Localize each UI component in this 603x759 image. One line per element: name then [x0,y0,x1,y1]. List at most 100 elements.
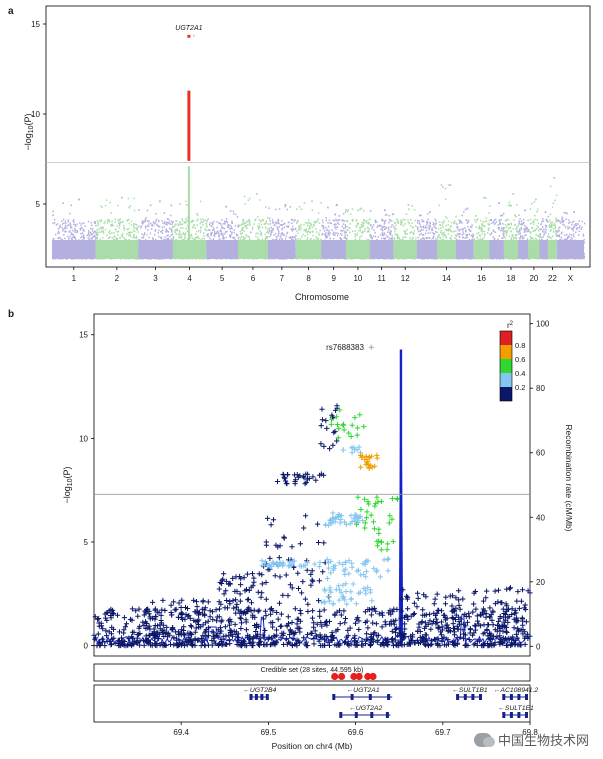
snp-point [220,230,222,233]
snp-density-band [52,240,96,259]
snp-point [461,222,463,224]
snp-point [520,227,522,229]
snp-point [183,222,186,224]
y-tick-label: 5 [36,200,41,209]
snp-point [52,222,54,225]
snp-point [449,237,451,239]
snp-point [62,218,65,221]
snp-point [482,221,484,223]
snp-point [487,228,490,230]
snp-point [185,227,187,230]
snp-point [431,228,433,231]
snp-point [97,231,99,233]
snp-point [229,228,231,230]
snp-point [555,217,558,220]
snp-point [262,219,265,221]
snp-point [316,237,319,240]
snp-point [74,231,76,233]
snp-point [298,205,301,208]
snp-point [303,223,305,226]
snp-point [261,219,263,221]
snp-point [447,228,449,231]
snp-point [533,223,535,225]
snp-point [248,222,251,225]
snp-point [268,207,270,209]
snp-point [345,209,347,211]
snp-point [494,237,496,240]
snp-point [369,210,372,212]
snp-point [281,228,283,231]
snp-point [541,218,544,220]
snp-point [195,236,198,238]
snp-point [555,232,557,234]
snp-point [151,228,153,230]
snp-point [384,226,386,228]
snp-point [278,231,280,233]
chromosome-9-points [321,204,348,260]
chromosome-8-points [295,200,323,260]
snp-point [433,226,435,228]
snp-point [297,232,299,235]
snp-point [515,234,517,236]
snp-point [111,223,113,226]
snp-point [272,229,274,232]
snp-point [334,234,336,237]
snp-point [291,236,293,238]
snp-point [319,229,321,232]
snp-point [404,232,406,234]
snp-point [69,230,71,232]
snp-point [187,238,189,240]
snp-point [495,221,498,223]
snp-point [231,220,233,223]
snp-point [335,223,337,225]
snp-point [96,237,99,239]
snp-point [186,224,189,227]
snp-point [180,227,182,229]
snp-point [502,228,504,230]
snp-point [207,233,209,235]
snp-point [384,214,387,216]
snp-point [234,238,236,241]
snp-point [370,236,372,239]
snp-point [309,222,311,224]
snp-point [479,227,481,230]
snp-point [181,223,183,225]
snp-point [542,236,544,238]
snp-point [109,201,111,204]
snp-point [511,236,513,239]
snp-point [456,223,458,226]
snp-point [537,222,539,225]
snp-point [450,238,452,241]
snp-point [277,234,279,237]
snp-point [566,237,568,240]
snp-point [502,232,504,235]
snp-point [563,219,565,222]
snp-point [245,224,248,227]
snp-point [227,226,230,229]
snp-point [575,231,577,234]
snp-point [415,225,417,227]
snp-point [554,227,556,229]
snp-point [334,219,336,222]
snp-point [272,238,274,241]
snp-point [243,195,246,198]
snp-point [535,234,537,236]
snp-point [229,234,231,236]
snp-point [340,229,342,232]
snp-point [396,218,398,221]
snp-point [192,220,195,222]
snp-point [529,239,532,241]
snp-point [573,220,575,223]
snp-point [278,226,280,228]
snp-point [182,232,185,234]
snp-point [168,227,171,230]
snp-point [567,228,569,230]
snp-point [241,228,243,231]
snp-point [510,238,512,240]
snp-point [71,239,74,241]
snp-point [145,216,147,219]
snp-point [342,227,345,229]
snp-point [143,234,145,237]
snp-point [321,233,323,236]
snp-point [347,208,349,211]
